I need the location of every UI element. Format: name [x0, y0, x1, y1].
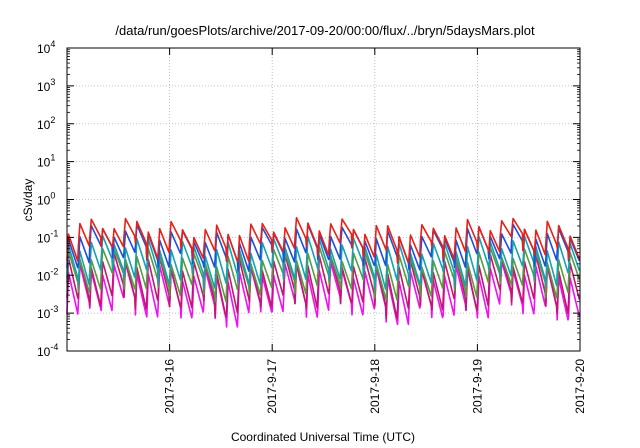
y-tick-label: 102	[37, 115, 55, 132]
x-axis: 2017-9-16 2017-9-17 2017-9-18 2017-9-19 2017…	[163, 48, 587, 414]
chart-title: /data/run/goesPlots/archive/2017-09-20/0…	[115, 23, 535, 38]
x-tick-label: 2017-9-17	[265, 359, 279, 414]
y-tick-label: 10-4	[37, 342, 58, 359]
y-tick-label: 100	[37, 191, 55, 208]
y-tick-label: 101	[37, 153, 55, 170]
series-lines	[66, 216, 581, 328]
x-tick-label: 2017-9-19	[470, 359, 484, 414]
x-tick-label: 2017-9-20	[573, 359, 587, 414]
y-tick-label: 10-2	[37, 266, 58, 283]
y-axis: 10-4 10-3 10-2 10-1 100 101 102 103 104	[37, 39, 580, 359]
y-tick-label: 103	[37, 77, 55, 94]
y-tick-label: 10-1	[37, 228, 58, 245]
y-axis-label: cSv/day	[21, 179, 35, 222]
x-axis-label: Coordinated Universal Time (UTC)	[231, 430, 415, 444]
y-tick-label: 104	[37, 39, 55, 56]
y-tick-label: 10-3	[37, 304, 58, 321]
x-tick-label: 2017-9-16	[163, 359, 177, 414]
x-tick-label: 2017-9-18	[368, 359, 382, 414]
series-line	[66, 216, 581, 264]
